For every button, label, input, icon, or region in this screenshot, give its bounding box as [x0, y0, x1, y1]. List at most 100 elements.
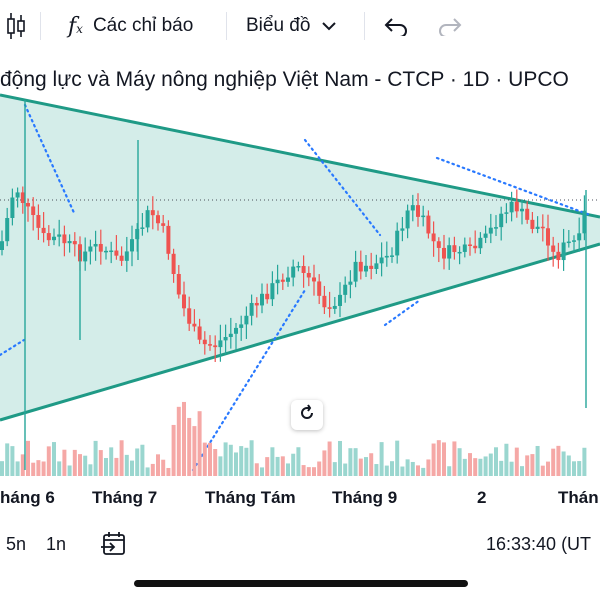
dotted-projection: [0, 338, 26, 357]
volume-bar: [473, 458, 478, 476]
volume-bar: [291, 453, 296, 476]
volume-bar: [286, 463, 290, 476]
candle: [358, 250, 363, 280]
volume-bar: [202, 442, 207, 476]
candle: [187, 296, 192, 331]
reset-icon: [298, 403, 316, 427]
volume-bar: [374, 464, 379, 476]
lower-trendline: [0, 242, 600, 422]
candle: [488, 213, 493, 244]
candle: [405, 204, 410, 239]
volume-bar: [192, 426, 197, 476]
candle: [88, 239, 93, 265]
x-label-july: Tháng 7: [92, 488, 158, 507]
volume-bar: [312, 467, 316, 476]
undo-icon[interactable]: [384, 0, 408, 52]
candle: [546, 214, 550, 261]
candle: [509, 191, 514, 222]
volume-bar: [104, 457, 108, 476]
candle: [67, 234, 72, 253]
volume-bar: [442, 442, 446, 476]
candle: [98, 229, 103, 265]
candle: [176, 265, 181, 299]
candlestick-icon[interactable]: [6, 0, 26, 52]
volume-bar: [447, 466, 452, 476]
volume-bar: [306, 467, 311, 476]
redo-icon[interactable]: [438, 0, 462, 52]
candle: [525, 201, 530, 224]
volume-bar: [405, 459, 410, 476]
candle: [20, 186, 25, 214]
volume-bar: [379, 442, 384, 476]
candle: [369, 252, 374, 280]
volume-bar: [296, 447, 301, 476]
volume-bar: [369, 453, 374, 476]
go-to-date-icon[interactable]: [100, 530, 128, 563]
volume-bar: [566, 455, 571, 476]
candle: [566, 229, 571, 248]
volume-bar: [98, 450, 103, 476]
candle: [379, 242, 384, 277]
dotted-projection: [23, 103, 77, 217]
candle: [0, 230, 4, 256]
volume-bar: [109, 447, 114, 476]
volume-bar: [421, 467, 426, 476]
volume-bar: [436, 440, 441, 476]
volume-bar: [478, 458, 483, 476]
volume-bar: [244, 447, 249, 476]
candle: [353, 250, 358, 288]
candle: [26, 198, 30, 222]
candle: [499, 206, 504, 241]
candle: [535, 216, 540, 234]
volume-bar: [140, 444, 145, 476]
candle: [228, 317, 233, 349]
volume-bar: [166, 467, 171, 476]
volume-bar: [332, 462, 337, 476]
range-1y-button[interactable]: 1n: [46, 534, 67, 554]
x-label-september: Tháng 9: [332, 488, 398, 507]
range-5m-button[interactable]: 5n: [6, 534, 27, 554]
price-chart[interactable]: [0, 52, 600, 484]
candle: [208, 335, 212, 351]
reset-chart-button[interactable]: [291, 400, 323, 430]
volume-bar: [395, 440, 400, 476]
chart-type-button[interactable]: Biểu đồ: [246, 0, 337, 52]
volume-bar: [327, 441, 332, 476]
volume-bar: [426, 459, 431, 476]
volume-bar: [343, 463, 348, 476]
volume-bar: [208, 442, 212, 476]
volume-bar: [317, 461, 322, 476]
candle: [239, 315, 244, 341]
candle: [572, 235, 576, 252]
candle: [473, 230, 478, 254]
candle: [244, 306, 249, 339]
top-toolbar: fx Các chỉ báo Biểu đồ: [0, 0, 600, 52]
candle: [10, 188, 15, 226]
indicators-label: Các chỉ báo: [92, 15, 194, 36]
volume-bar: [280, 456, 285, 476]
candle: [140, 213, 145, 236]
indicators-button[interactable]: fx Các chỉ báo: [68, 0, 193, 52]
volume-bar: [535, 445, 540, 476]
volume-bar: [504, 443, 509, 476]
volume-bar: [72, 449, 77, 476]
volume-bar: [83, 455, 88, 476]
candle: [291, 259, 296, 287]
candle: [223, 324, 228, 354]
volume-bar: [46, 446, 51, 476]
candle: [556, 242, 561, 269]
volume-bar: [561, 451, 566, 476]
volume-bar: [10, 446, 15, 476]
volume-bar: [228, 444, 233, 476]
candle: [540, 214, 545, 242]
volume-bar: [93, 440, 98, 476]
volume-bar: [171, 424, 176, 476]
candle: [468, 237, 472, 256]
candle: [348, 270, 353, 299]
volume-bar: [572, 461, 576, 476]
volume-bar: [338, 440, 342, 476]
candle: [452, 236, 457, 260]
candle: [197, 318, 202, 345]
candle: [249, 294, 254, 326]
volume-bar: [114, 457, 119, 476]
